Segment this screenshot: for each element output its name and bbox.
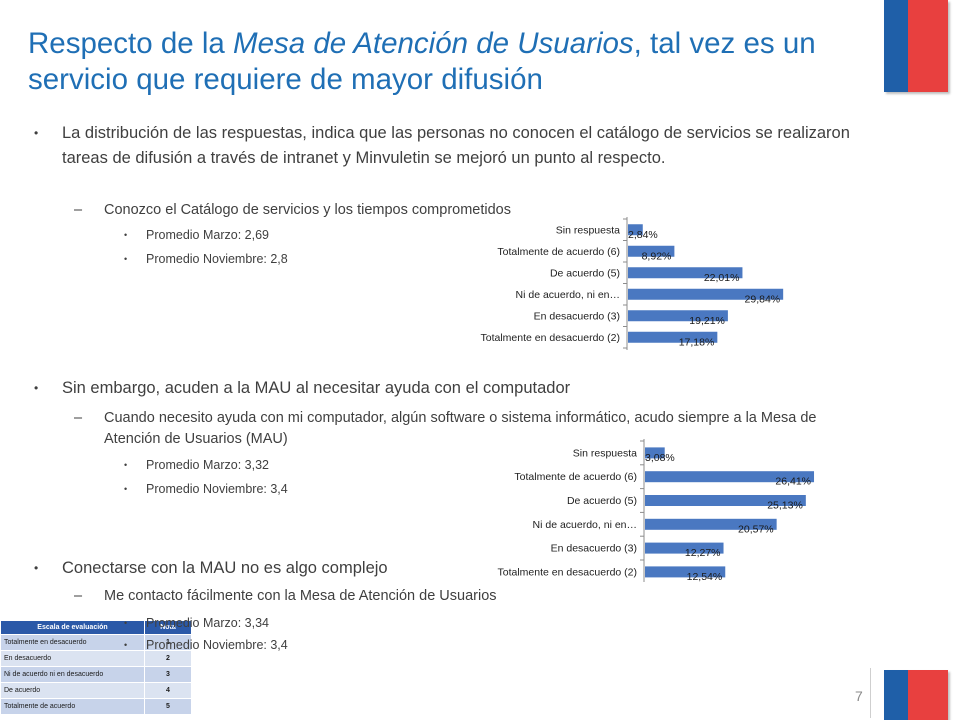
bullet-2: • Sin embargo, acuden a la MAU al necesit… (34, 379, 571, 397)
category-label: Totalmente de acuerdo (6) (497, 246, 620, 258)
average-item: • Promedio Marzo: 3,32 (124, 458, 269, 472)
table-row: De acuerdo 4 (0, 682, 192, 699)
bar (628, 245, 675, 257)
category-label: Totalmente de acuerdo (6) (514, 471, 637, 483)
data-label: 26,41% (775, 476, 811, 488)
category-label: En desacuerdo (3) (534, 310, 620, 322)
sub-bullet-3: – Me contacto fácilmente con la Mesa de A… (74, 588, 497, 604)
page-title: Respecto de la Mesa de Atención de Usuar… (28, 27, 816, 96)
bar (628, 310, 728, 322)
bar (628, 224, 643, 236)
flag-logo-bottom (884, 670, 948, 720)
evaluation-scale-table: Escala de evaluación Nota Totalmente en … (0, 620, 192, 715)
response-bar-chart-2: Sin respuesta 3,08% Totalmente de acuerdo … (470, 437, 850, 586)
table-header: Nota (144, 620, 192, 635)
table-row: Ni de acuerdo ni en desacuerdo 3 (0, 666, 192, 683)
category-label: De acuerdo (5) (567, 495, 637, 507)
table-row: En desacuerdo 2 (0, 650, 192, 667)
data-label: 25,13% (767, 500, 803, 512)
category-label: Totalmente en desacuerdo (2) (481, 332, 621, 344)
data-label: 29,84% (745, 293, 781, 305)
chart-svg-1: Sin respuesta 2,84% Totalmente de acuerdo … (481, 217, 784, 350)
bullet-1: • La distribución de las respuestas, indi… (34, 124, 850, 167)
data-label: 3,08% (645, 452, 675, 464)
flag-logo-top (884, 0, 948, 92)
bar (645, 447, 665, 459)
footer-divider (870, 668, 871, 718)
average-item: • Promedio Noviembre: 3,4 (124, 482, 288, 496)
category-label: Ni de acuerdo, ni en… (533, 519, 637, 531)
bar (628, 288, 784, 300)
bar (645, 495, 806, 506)
data-label: 22,01% (704, 272, 740, 284)
average-item: • Promedio Noviembre: 3,4 (124, 638, 288, 652)
category-label: Ni de acuerdo, ni en… (516, 289, 620, 301)
category-label: Sin respuesta (573, 447, 637, 459)
bullet-3: • Conectarse con la MAU no es algo comple… (34, 559, 388, 577)
bar (628, 331, 718, 343)
category-label: Sin respuesta (556, 224, 620, 236)
table-header: Escala de evaluación (0, 620, 145, 635)
category-label: De acuerdo (5) (550, 267, 620, 279)
sub-bullet-2: – Cuando necesito ayuda con mi computador… (74, 410, 817, 447)
category-label: En desacuerdo (3) (551, 543, 637, 555)
page-number: 7 (855, 688, 863, 704)
chart-svg-2: Sin respuesta 3,08% Totalmente de acuerdo … (498, 439, 815, 586)
data-label: 12,27% (685, 547, 721, 559)
data-label: 17,18% (679, 336, 715, 348)
average-item: • Promedio Noviembre: 2,8 (124, 252, 288, 266)
table-row: Totalmente de acuerdo 5 (0, 698, 192, 715)
data-label: 8,92% (642, 250, 672, 262)
bar (645, 518, 777, 530)
average-item: • Promedio Marzo: 2,69 (124, 228, 269, 242)
table-row: Totalmente en desacuerdo 1 (0, 634, 192, 651)
bar (645, 542, 724, 554)
bar (628, 267, 743, 279)
bar (645, 471, 815, 483)
data-label: 2,84% (628, 229, 658, 241)
sub-bullet-1: – Conozco el Catálogo de servicios y los … (74, 202, 511, 218)
data-label: 19,21% (689, 315, 725, 327)
bar (645, 566, 726, 578)
category-label: Totalmente en desacuerdo (2) (498, 566, 638, 578)
average-item: • Promedio Marzo: 3,34 (124, 616, 269, 630)
data-label: 12,54% (687, 571, 723, 582)
response-bar-chart-1: Sin respuesta 2,84% Totalmente de acuerdo … (440, 215, 850, 350)
data-label: 20,57% (738, 523, 774, 535)
